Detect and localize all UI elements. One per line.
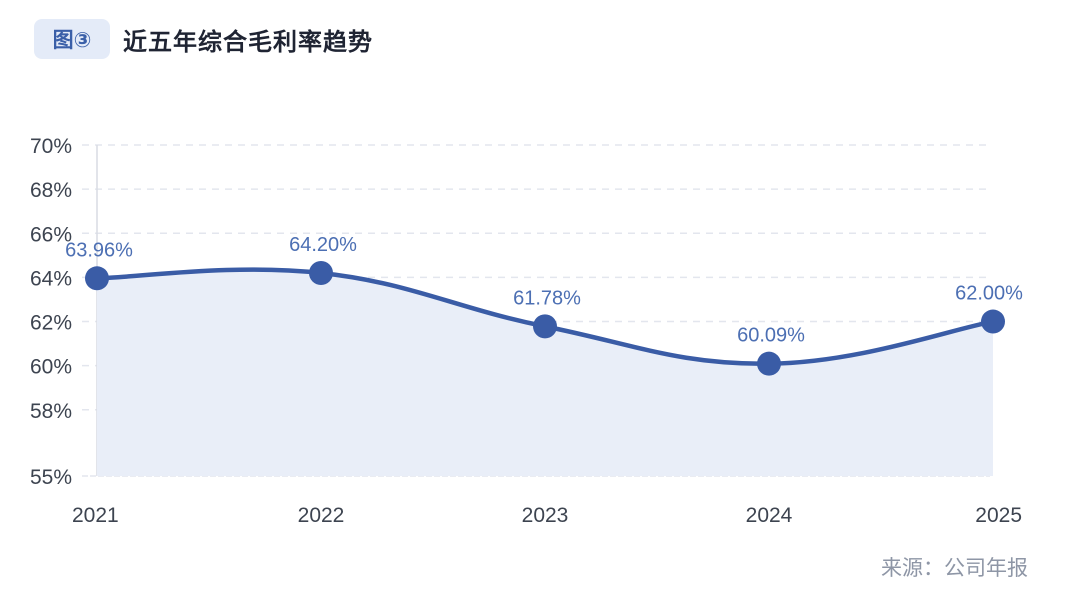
x-axis-ticks: 2021 2022 2023 2024 2025 xyxy=(72,504,1022,527)
y-axis-ticks: 70% 68% 66% 64% 62% 60% 58% 55% xyxy=(30,135,72,489)
y-tick-label: 55% xyxy=(30,466,72,489)
data-points xyxy=(85,260,1005,376)
figure-badge: 图③ xyxy=(34,19,110,59)
data-label: 61.78% xyxy=(513,287,581,309)
data-point-2023[interactable] xyxy=(533,314,557,339)
x-tick-label: 2023 xyxy=(522,504,569,527)
chart-title: 近五年综合毛利率趋势 xyxy=(123,28,373,56)
x-tick-label: 2024 xyxy=(746,504,793,527)
y-tick-label: 60% xyxy=(30,356,72,379)
x-tick-label: 2022 xyxy=(298,504,345,527)
data-label: 60.09% xyxy=(737,325,805,347)
data-label: 62.00% xyxy=(955,283,1023,305)
data-label: 64.20% xyxy=(289,234,357,256)
x-tick-label: 2025 xyxy=(975,504,1022,527)
data-point-2025[interactable] xyxy=(981,309,1005,334)
data-point-2021[interactable] xyxy=(85,266,109,291)
data-label: 63.96% xyxy=(65,239,133,261)
data-point-2022[interactable] xyxy=(309,260,333,285)
y-tick-label: 68% xyxy=(30,179,72,202)
source-note: 来源：公司年报 xyxy=(881,556,1028,580)
y-tick-label: 58% xyxy=(30,400,72,423)
y-tick-label: 62% xyxy=(30,312,72,335)
data-point-2024[interactable] xyxy=(757,351,781,376)
y-tick-label: 66% xyxy=(30,223,72,246)
x-tick-label: 2021 xyxy=(72,504,119,527)
area-fill xyxy=(97,269,993,476)
y-tick-label: 64% xyxy=(30,267,72,290)
data-labels: 63.96% 64.20% 61.78% 60.09% 62.00% xyxy=(65,234,1023,347)
y-tick-label: 70% xyxy=(30,135,72,158)
